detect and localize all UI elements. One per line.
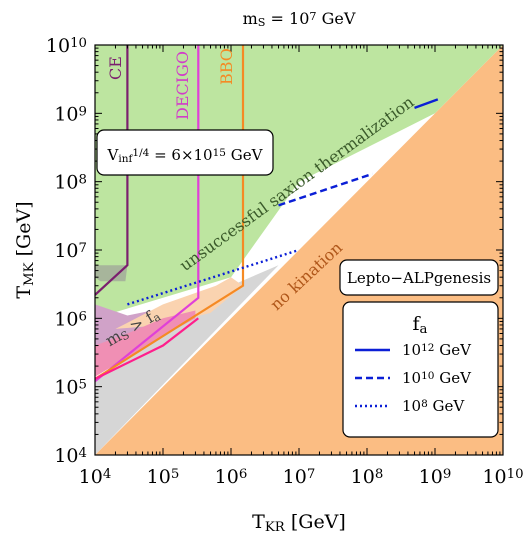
curve-bbo: [95, 45, 245, 380]
region-fill-4: [115, 277, 243, 329]
y-tick-label: 104: [54, 445, 87, 467]
region-unsuccessful-saxion-thermalization: [95, 45, 503, 319]
legend-box: [342, 301, 499, 438]
label-ce: CE: [106, 56, 125, 80]
y-tick-label: 107: [54, 240, 87, 262]
y-axis-label: TMK [GeV]: [13, 201, 37, 298]
label-decigo: DECIGO: [173, 51, 192, 120]
x-tick-label: 108: [351, 466, 384, 488]
chart-title: mS = 107 GeV: [243, 9, 356, 29]
label-bbo: BBO: [217, 48, 236, 85]
series-line-1: [278, 172, 373, 207]
y-tick-label: 106: [54, 308, 87, 330]
legend-label-0: 1012 GeV: [402, 341, 472, 359]
model-text: Lepto−ALPgenesis: [347, 269, 491, 287]
y-tick-label: 1010: [46, 35, 87, 57]
x-tick-label: 105: [147, 466, 180, 488]
v-inf-box: [96, 129, 274, 176]
x-tick-label: 104: [79, 466, 112, 488]
v-inf-text: Vinf1/4 = 6×1015 GeV: [107, 146, 264, 165]
curves: [95, 45, 245, 383]
legend-label-2: 108 GeV: [402, 397, 465, 415]
series-lines: [127, 98, 439, 306]
x-tick-label: 106: [215, 466, 248, 488]
series-line-0: [414, 98, 439, 110]
curve-extra-3: [95, 317, 199, 380]
region-fill-6: [95, 265, 128, 282]
x-tick-label: 1010: [482, 466, 523, 488]
y-tick-label: 109: [54, 103, 87, 125]
model-box: [339, 259, 499, 296]
x-tick-label: 109: [419, 466, 452, 488]
overlays: Vinf1/4 = 6×1015 GeV Lepto−ALPgenesis fa 10…: [96, 129, 499, 438]
y-tick-label: 105: [54, 377, 87, 399]
region-fill-3: [95, 265, 279, 455]
series-line-2: [127, 248, 300, 306]
x-axis-label: TKR [GeV]: [252, 511, 346, 535]
curve-decigo: [95, 45, 200, 383]
ticks: [94, 44, 504, 456]
x-tick-label: 107: [283, 466, 316, 488]
y-tick-label: 108: [54, 172, 87, 194]
curve-ce: [95, 45, 129, 296]
legend-title: fa: [413, 313, 428, 337]
legend-label-1: 1010 GeV: [402, 369, 472, 387]
